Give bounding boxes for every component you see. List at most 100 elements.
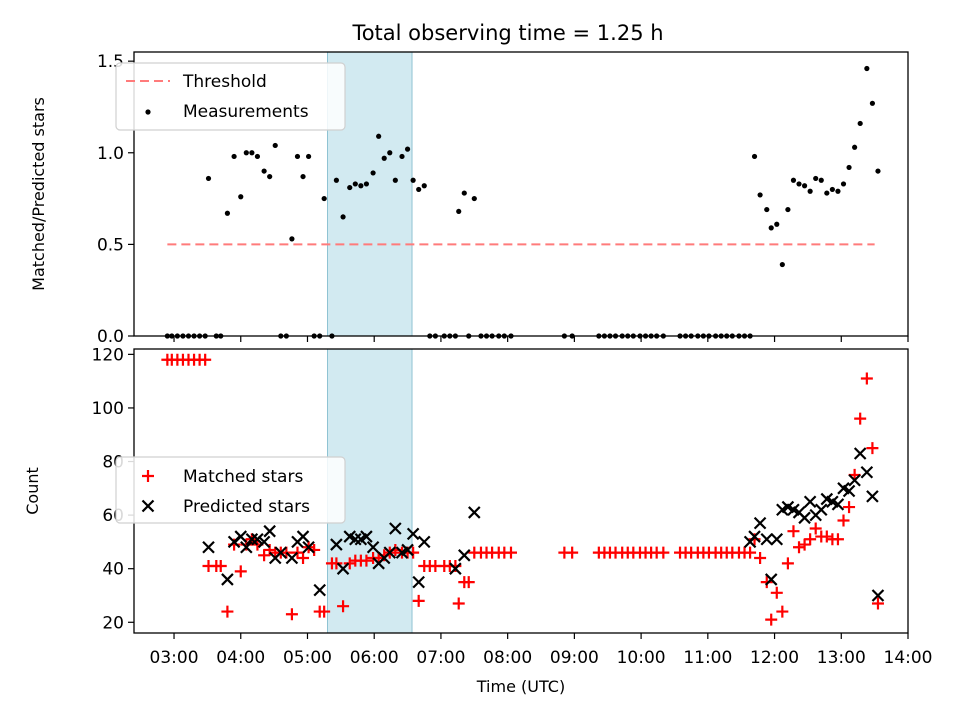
predicted-point [245,532,259,546]
measurement-point [399,153,405,160]
predicted-point [871,589,885,602]
measurement-point [347,184,353,191]
matched-point [199,353,212,366]
matched-point [765,613,778,626]
measurement-point [751,153,758,160]
matched-point [854,412,867,425]
measurement-point [370,170,376,176]
measurement-point [249,150,255,156]
measurement-point [358,183,364,189]
measurement-point [779,261,785,268]
matched-point [744,546,757,559]
measurement-point [321,195,327,202]
measurement-point [764,206,770,213]
measurement-point [231,153,237,160]
measurement-point [840,181,847,187]
measurement-point [835,188,841,194]
predicted-point [330,538,343,551]
measurement-point [238,194,244,200]
matched-point [760,576,773,589]
y-tick-label: 1.0 [97,144,124,164]
matched-point [337,600,350,613]
predicted-point [285,551,299,565]
measurement-point [205,175,212,182]
y-tick-label: 100 [92,399,124,419]
y-tick-label: 0.5 [97,235,124,255]
measurement-point [376,133,382,139]
measurement-point [869,100,876,106]
matched-point [820,530,833,543]
x-tick-label: 14:00 [884,648,933,668]
legend-measurement-swatch [145,109,151,115]
matched-point [787,525,800,538]
measurement-point [813,175,819,182]
matched-point [657,546,670,559]
matched-point [871,597,884,610]
matched-point [142,470,154,482]
predicted-point [251,532,264,546]
predicted-point [202,540,215,554]
predicted-point [770,532,784,546]
count-marks [161,353,885,626]
predicted-point [748,530,761,543]
measurement-point [333,177,339,183]
matched-point [831,533,844,546]
x-axis-label: Time (UTC) [476,677,565,696]
matched-point [809,522,822,535]
measurement-point [352,181,358,187]
predicted-point [449,562,462,575]
predicted-point [803,495,817,508]
predicted-point [417,535,431,549]
matched-point [318,605,331,618]
measurement-point [224,210,231,216]
matched-point [221,605,234,618]
measurement-point [404,146,411,152]
matched-point [837,514,850,527]
x-tick-label: 07:00 [416,648,465,668]
x-tick-label: 03:00 [150,648,199,668]
ratio-axes: 0.00.51.01.5 [97,51,909,347]
count-legend: Matched stars Predicted stars [115,456,346,524]
predicted-point [866,490,879,503]
matched-point [504,546,517,559]
measurement-point [294,153,301,160]
matched-point [781,557,794,570]
matched-point [566,546,579,559]
measurement-point [807,188,813,194]
measurement-point [243,150,249,156]
measurement-point [774,221,780,227]
measurement-point [824,190,830,196]
x-tick-label: 05:00 [283,648,332,668]
measurement-point [254,153,261,160]
predicted-point [401,543,414,557]
predicted-point [313,583,326,597]
predicted-point [389,522,402,535]
matched-point [258,549,271,562]
y-tick-label: 20 [102,613,124,633]
predicted-point [860,465,874,479]
measurement-point [790,177,797,183]
legend-predicted-swatch [141,499,155,513]
legend-measurement-label: Measurements [183,102,309,122]
predicted-point [753,516,767,530]
predicted-point [412,575,425,589]
measurement-point [818,177,824,183]
predicted-point [383,546,397,559]
matched-point [776,605,789,618]
predicted-point [814,503,828,517]
y-tick-label: 120 [92,345,124,365]
predicted-point [764,573,778,586]
measurement-point [305,153,312,160]
measurement-point [829,186,835,193]
matched-point [770,586,783,599]
legend-frame [115,62,346,131]
predicted-point [240,540,253,554]
matched-point [214,560,227,573]
legend-frame [115,456,346,524]
measurement-point [289,236,295,242]
measurement-point [471,195,477,202]
ratio-legend: Threshold Measurements [115,62,346,131]
x-tick-label: 10:00 [617,648,666,668]
ratio-marks [164,65,881,339]
